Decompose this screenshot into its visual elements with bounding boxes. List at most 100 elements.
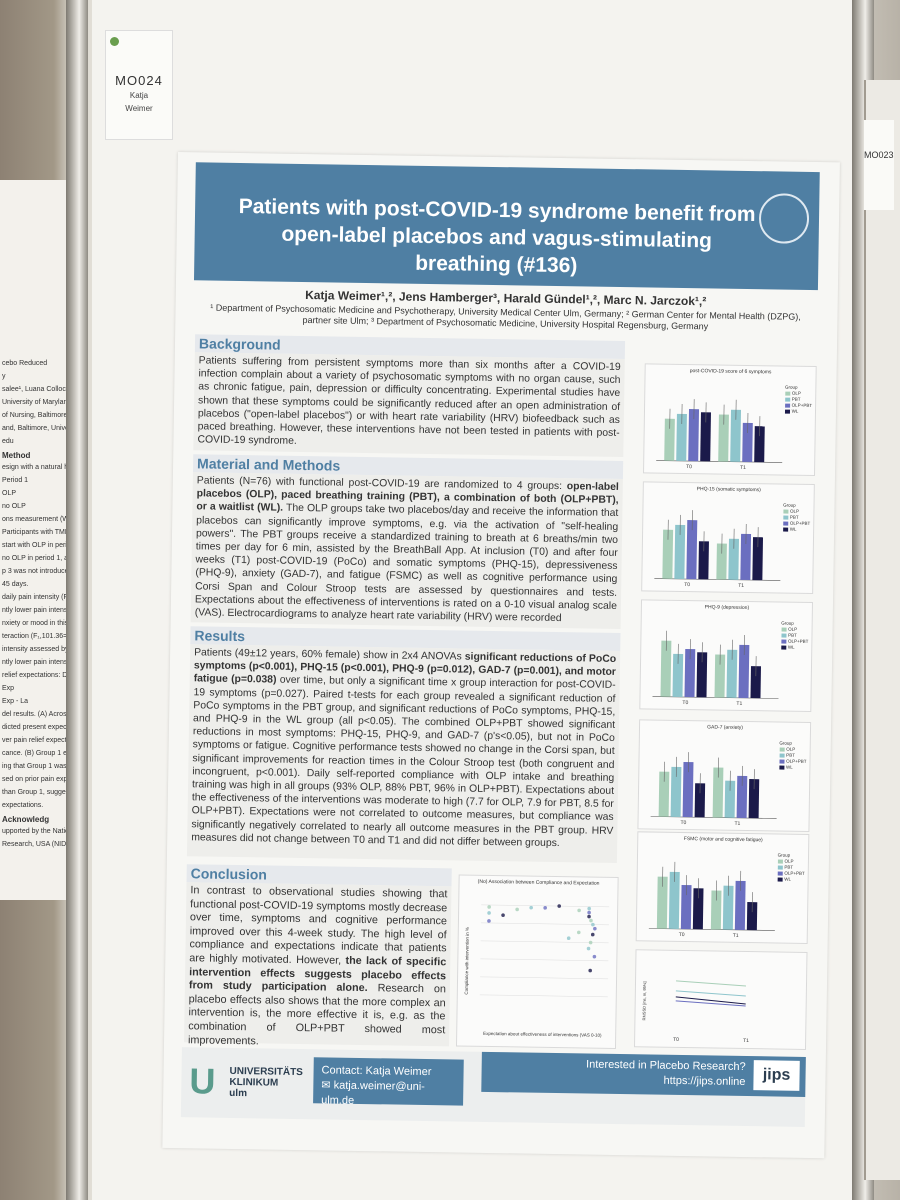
bar-figures: post-COVID-19 score of 6 symptoms T0 T1 Gro… — [178, 152, 840, 944]
bar — [712, 767, 724, 818]
bar — [736, 775, 748, 819]
legend-swatch — [778, 765, 785, 770]
legend-swatch — [780, 645, 786, 650]
title-banner: Patients with post-COVID-19 syndrome ben… — [193, 162, 820, 291]
legend-swatch — [784, 409, 790, 414]
bar — [748, 779, 760, 819]
grid-line — [479, 994, 608, 998]
neighbor-poster-left: cebo Reduced y salee¹, Luana Colloc Univers… — [0, 180, 70, 900]
scatter-point — [487, 905, 491, 909]
bar-figure-svg: T0 T1 — [650, 752, 777, 827]
hrv-series-line — [675, 1000, 746, 1007]
ulm-wordmark: UNIVERSITÄTS KLINIKUM ulm — [229, 1066, 303, 1100]
bar — [742, 422, 753, 463]
legend-swatch — [779, 747, 785, 752]
grid-line — [480, 958, 609, 962]
neighbor-poster-right — [864, 80, 900, 1180]
neighbor-text-line: Participants with TMD — [2, 529, 70, 536]
scatter-point — [487, 911, 491, 915]
neighbor-text-line: ons measurement (Weekly) — [2, 516, 69, 523]
scatter-ylabel: Compliance with intervention in % — [464, 927, 470, 995]
card-name-last: Weimer — [125, 104, 153, 113]
neighbor-text-line: del results. (A) Across b — [2, 711, 70, 718]
bar — [710, 890, 722, 930]
legend-item: WL — [780, 645, 808, 651]
ulm-logo: U UNIVERSITÄTS KLINIKUM ulm — [189, 1060, 310, 1107]
scatter-point — [576, 930, 581, 935]
figure-legend: Group OLP PBT OLP+PBT WL — [777, 853, 805, 883]
jips-url: https://jips.online — [663, 1074, 746, 1089]
bar — [676, 413, 687, 462]
contact-email: katja.weimer@uni-ulm.de — [321, 1079, 425, 1107]
neighbor-text-line: of Nursing, Baltimore, — [2, 412, 70, 419]
scatter-point — [588, 968, 592, 973]
legend-swatch — [779, 759, 785, 764]
bar — [684, 649, 696, 698]
x-tick-label: T0 — [680, 820, 686, 826]
legend-swatch — [777, 859, 783, 864]
neighbor-text-line: and, Baltimore, University — [2, 425, 69, 432]
figure-legend: Group OLP PBT OLP+PBT WL — [780, 621, 809, 651]
x-tick-label: T1 — [736, 701, 742, 707]
bar-figure-svg: T0 T1 — [654, 510, 781, 589]
scatter-point — [587, 910, 591, 915]
hrv-x-tick: T0 — [673, 1037, 679, 1043]
neighbor-text-line: no OLP — [2, 503, 26, 510]
legend-swatch — [782, 527, 788, 532]
neighbor-text-line: esign with a natural hi — [2, 464, 70, 471]
scatter-svg: Expectation about effectiveness of inter… — [464, 904, 610, 1038]
poster-title: Patients with post-COVID-19 syndrome ben… — [194, 162, 820, 283]
methods-text: Patients (N=76) with functional post-COV… — [190, 472, 623, 630]
bar — [688, 409, 700, 462]
mail-icon: ✉ — [321, 1079, 334, 1092]
x-tick-label: T0 — [684, 582, 690, 588]
bar — [740, 533, 752, 581]
bar — [734, 880, 746, 930]
neighbor-text-line: dicted present expectatio — [2, 724, 67, 731]
authors-block: Katja Weimer¹,², Jens Hamberger³, Harald… — [193, 286, 818, 334]
methods-text-2: The OLP groups take two placebos/day and… — [194, 503, 619, 625]
bar — [722, 885, 734, 930]
jips-logo: jips — [753, 1060, 800, 1091]
bar-figure-svg: T0 T1 — [652, 630, 779, 707]
x-tick-label: T1 — [738, 583, 744, 589]
hrv-x-tick: T1 — [743, 1038, 749, 1044]
neighbor-text-line: edu — [2, 438, 14, 445]
x-tick-label: T1 — [740, 465, 746, 471]
bar — [728, 538, 739, 580]
neighbor-text-line: teraction (F₁,101.36=1.84, p — [2, 633, 70, 640]
legend-swatch — [784, 397, 790, 402]
bar — [662, 529, 674, 579]
neighbor-text-line: Method — [2, 451, 31, 460]
neighbor-text-line: nxiety or mood in this st — [2, 620, 70, 627]
neighbor-text-line: ver pain relief expectation — [2, 737, 67, 744]
neighbor-text-line: sed on prior pain experie — [2, 776, 68, 783]
hrv-svg: RMSSD [ms, m, 95%] T0 T1 — [641, 980, 749, 1044]
figure-legend: Group OLP PBT OLP+PBT WL — [778, 741, 807, 771]
x-tick-label: T0 — [679, 932, 685, 938]
legend-item: WL — [777, 877, 804, 883]
hrv-series-line — [675, 996, 746, 1005]
neighbor-text-line: salee¹, Luana Colloc — [2, 386, 66, 393]
bar — [718, 414, 729, 462]
neighbor-text-line: 45 days. — [2, 581, 29, 588]
title-line-2: open-label placebos and vagus-stimulatin… — [281, 222, 713, 278]
background-text: Patients suffering from persistent sympt… — [193, 352, 625, 458]
poster: Patients with post-COVID-19 syndrome ben… — [162, 152, 840, 1159]
conclusion-text-1: In contrast to observational studies sho… — [189, 884, 448, 967]
scatter-point — [592, 954, 597, 959]
results-text: Patients (49±12 years, 60% female) show … — [186, 644, 621, 863]
legend-swatch — [783, 509, 789, 514]
bar — [670, 766, 682, 817]
neighbor-text-line: ntly lower pain intensity th — [2, 659, 68, 666]
grid-line — [480, 922, 609, 926]
neighbor-text-line: no OLP in period 1, and — [2, 555, 70, 562]
bar — [660, 640, 672, 697]
scatter-point — [543, 906, 547, 910]
bar — [658, 771, 670, 817]
scatter-point — [591, 922, 595, 927]
bar-figure: post-COVID-19 score of 6 symptoms T0 T1 Gro… — [643, 363, 817, 477]
scatter-point — [566, 936, 571, 941]
bar — [656, 876, 668, 929]
x-tick-label: T1 — [734, 821, 740, 827]
